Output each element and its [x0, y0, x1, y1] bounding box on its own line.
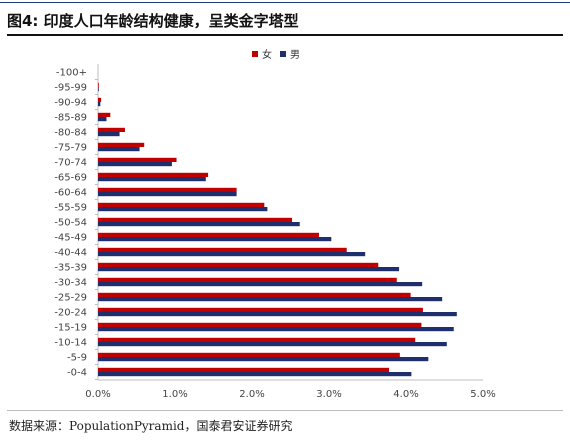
x-tick-label: 1.0% — [162, 389, 187, 400]
bar-female — [98, 322, 422, 327]
y-tick-label: -0-4 — [67, 368, 87, 379]
legend-swatch-female — [252, 50, 258, 57]
bar-male — [98, 222, 300, 227]
legend-label-male: 男 — [290, 50, 300, 61]
bar-male — [98, 132, 120, 137]
legend-swatch-male — [280, 50, 286, 57]
bar-male — [98, 357, 429, 362]
y-tick-label: -10-14 — [54, 338, 87, 349]
bar-male — [98, 162, 172, 167]
bar-male — [98, 297, 443, 302]
bottom-rule — [7, 410, 563, 411]
y-tick-label: -90-94 — [54, 98, 87, 109]
bar-male — [98, 327, 454, 332]
y-tick-label: -45-49 — [54, 233, 87, 244]
y-tick-label: -100+ — [56, 68, 87, 79]
bar-male — [98, 177, 206, 182]
y-tick-label: -15-19 — [54, 323, 87, 334]
bar-female — [98, 217, 293, 222]
y-tick-label: -20-24 — [54, 308, 87, 319]
bar-male — [98, 147, 140, 152]
bar-female — [98, 367, 390, 372]
y-tick-label: -30-34 — [54, 278, 87, 289]
bar-female — [98, 307, 423, 312]
y-tick-label: -75-79 — [54, 143, 87, 154]
bar-male — [98, 87, 99, 92]
bar-male — [98, 117, 107, 122]
x-tick-label: 2.0% — [239, 389, 264, 400]
bar-female — [98, 262, 379, 267]
bar-female — [98, 112, 111, 117]
y-tick-label: -60-64 — [54, 188, 87, 199]
bar-female — [98, 202, 265, 207]
bar-male — [98, 237, 332, 242]
bar-male — [98, 342, 447, 347]
x-tick-label: 4.0% — [393, 389, 418, 400]
top-rule — [0, 2, 570, 3]
bar-male — [98, 372, 412, 377]
bar-female — [98, 277, 397, 282]
y-tick-label: -80-84 — [54, 128, 87, 139]
bar-female — [98, 247, 347, 252]
bar-female — [98, 97, 102, 102]
figure-title: 图4: 印度人口年龄结构健康，呈类金字塔型 — [7, 12, 299, 30]
y-tick-label: -55-59 — [54, 203, 87, 214]
bar-female — [98, 232, 319, 237]
bar-male — [98, 207, 268, 212]
legend-label-female: 女 — [262, 50, 272, 61]
y-tick-label: -65-69 — [54, 173, 87, 184]
bar-male — [98, 192, 237, 197]
source-note: 数据来源：PopulationPyramid，国泰君安证券研究 — [9, 419, 293, 433]
title-rule — [7, 34, 563, 36]
bar-female — [98, 172, 209, 177]
y-tick-label: -50-54 — [54, 218, 87, 229]
y-tick-label: -5-9 — [67, 353, 87, 364]
y-tick-label: -35-39 — [54, 263, 87, 274]
bar-female — [98, 157, 177, 162]
bar-female — [98, 292, 411, 297]
y-tick-label: -25-29 — [54, 293, 87, 304]
bar-male — [98, 282, 423, 287]
bar-male — [98, 252, 366, 257]
bar-female — [98, 82, 99, 87]
x-tick-label: 3.0% — [316, 389, 341, 400]
bar-male — [98, 102, 101, 107]
bar-female — [98, 142, 145, 147]
y-tick-label: -85-89 — [54, 113, 87, 124]
bar-female — [98, 127, 125, 132]
x-tick-label: 0.0% — [85, 389, 110, 400]
y-tick-label: -95-99 — [54, 83, 87, 94]
bar-male — [98, 267, 400, 272]
bar-male — [98, 312, 457, 317]
y-tick-label: -70-74 — [54, 158, 87, 169]
bar-female — [98, 337, 416, 342]
legend: 女 男 — [252, 46, 300, 61]
bar-female — [98, 352, 400, 357]
x-tick-label: 5.0% — [470, 389, 495, 400]
y-tick-label: -40-44 — [54, 248, 87, 259]
bar-female — [98, 187, 237, 192]
